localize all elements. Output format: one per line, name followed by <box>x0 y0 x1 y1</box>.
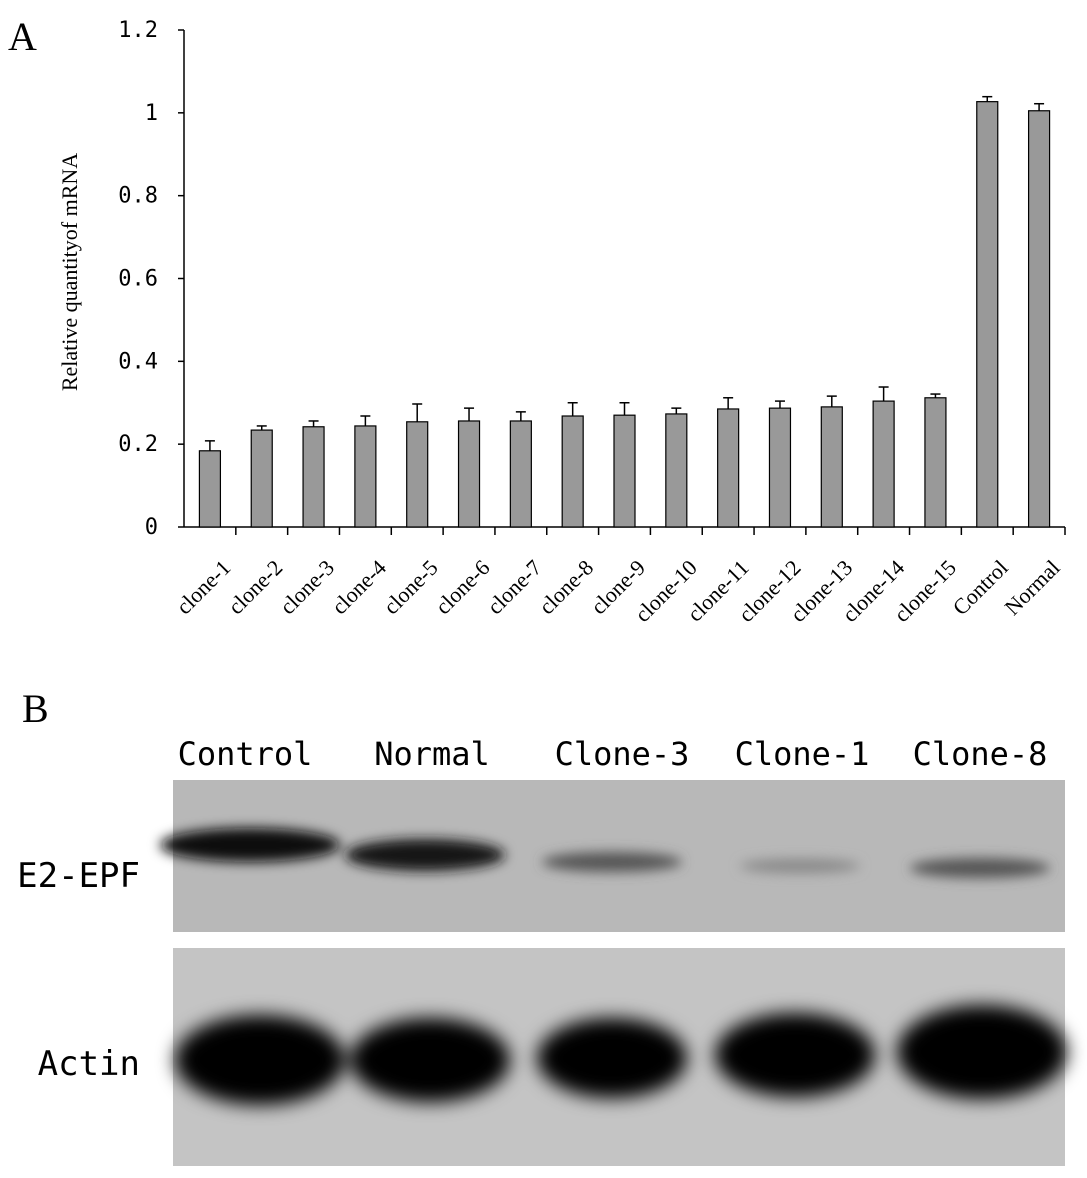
x-tick-label: clone-1 <box>171 555 235 619</box>
x-tick-label: clone-2 <box>223 555 287 619</box>
bar <box>820 406 843 528</box>
y-tick-label: 1.2 <box>118 18 158 43</box>
bar <box>561 415 584 528</box>
x-tick-label: Normal <box>999 555 1064 620</box>
bar <box>872 400 895 528</box>
bar <box>509 420 532 528</box>
blot-labels: Control Normal Clone-3 Clone-1 Clone-8 E2-EPF… <box>17 735 1047 1084</box>
bands <box>160 828 1050 878</box>
lane-label: Control <box>178 735 313 773</box>
y-tick-label: 0.4 <box>118 349 158 374</box>
y-axis-label: Relative quantityof mRNA <box>57 153 82 391</box>
panel-label: A <box>8 14 37 59</box>
x-tick-label: clone-6 <box>430 555 494 619</box>
x-tick-label: clone-5 <box>378 555 442 619</box>
row-label: Actin <box>38 1044 140 1084</box>
panel-label: B <box>22 686 49 731</box>
chart: 00.20.40.60.811.2clone-1clone-2clone-3cl… <box>118 18 1066 627</box>
bar <box>250 429 273 528</box>
lane-label: Clone-1 <box>735 735 870 773</box>
row-label: E2-EPF <box>17 856 140 896</box>
x-tick-label: clone-7 <box>482 555 546 619</box>
bar <box>665 413 688 528</box>
lane-label: Normal <box>374 735 490 773</box>
bar <box>198 450 222 528</box>
bar <box>457 420 481 528</box>
bar <box>613 414 636 528</box>
bar <box>717 408 740 528</box>
y-tick-label: 1 <box>145 101 158 126</box>
y-tick-label: 0 <box>145 515 158 540</box>
bar <box>406 421 429 528</box>
bar <box>302 426 325 528</box>
y-tick-label: 0.6 <box>118 267 158 292</box>
bar <box>924 397 947 528</box>
y-tick-label: 0.2 <box>118 432 158 457</box>
bar <box>1027 110 1051 528</box>
x-tick-label: clone-4 <box>327 555 391 619</box>
x-tick-label: Control <box>948 555 1013 620</box>
x-tick-label: clone-8 <box>534 555 598 619</box>
x-tick-label: clone-3 <box>275 555 339 619</box>
bar <box>768 407 792 528</box>
bands <box>175 1005 1067 1105</box>
bar <box>354 425 377 528</box>
lane-label: Clone-3 <box>555 735 690 773</box>
bar <box>976 101 999 528</box>
y-tick-label: 0.8 <box>118 184 158 209</box>
lane-label: Clone-8 <box>913 735 1048 773</box>
